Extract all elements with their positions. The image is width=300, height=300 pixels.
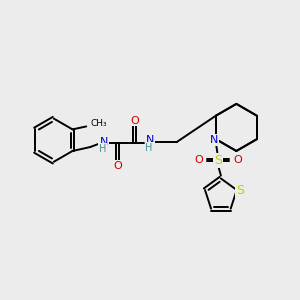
- Text: S: S: [214, 154, 222, 167]
- Text: CH₃: CH₃: [90, 119, 107, 128]
- Text: O: O: [130, 116, 139, 126]
- Text: N: N: [146, 135, 154, 145]
- Text: O: O: [233, 155, 242, 165]
- Text: O: O: [194, 155, 203, 165]
- Text: N: N: [210, 135, 218, 145]
- Text: O: O: [113, 161, 122, 171]
- Text: H: H: [99, 144, 106, 154]
- Text: H: H: [146, 143, 153, 153]
- Text: S: S: [236, 184, 244, 197]
- Text: N: N: [100, 137, 108, 147]
